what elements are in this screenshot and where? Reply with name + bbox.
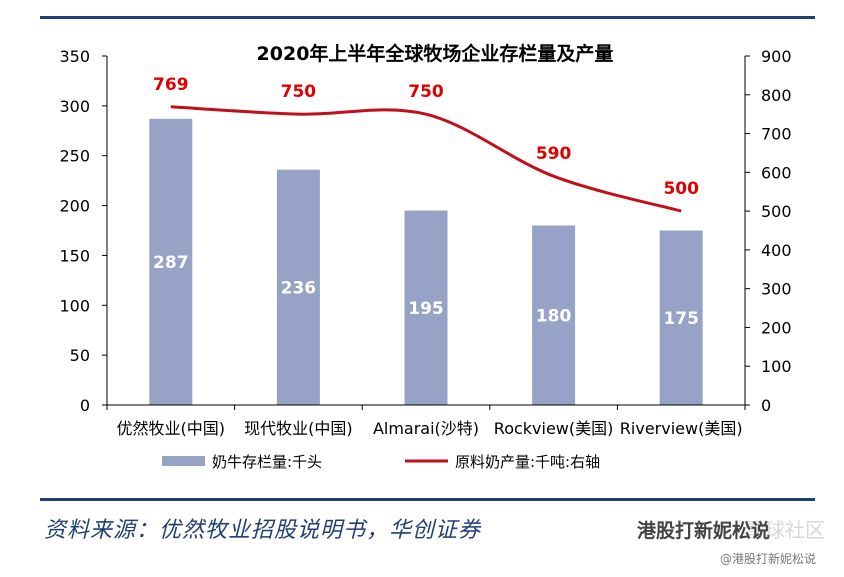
left-tick-label: 0 — [80, 396, 90, 415]
bar-value-label: 195 — [408, 299, 444, 319]
bar-series: 287 236 195 180 175 — [149, 118, 703, 405]
x-tick-label: 现代牧业(中国) — [244, 419, 353, 438]
watermark-handle: @港股打新妮松说 — [720, 552, 817, 566]
watermark: 港股打新妮松说 — [637, 520, 771, 542]
top-rule — [40, 16, 815, 19]
left-axis: 0 50 100 150 200 250 300 350 — [59, 47, 108, 415]
line-value-label: 590 — [536, 144, 572, 164]
right-tick-label: 400 — [761, 241, 792, 260]
left-tick-label: 150 — [59, 246, 90, 265]
bar-value-label: 287 — [153, 253, 189, 273]
right-tick-label: 500 — [761, 202, 792, 221]
left-tick-label: 200 — [59, 197, 90, 216]
right-tick-label: 900 — [761, 47, 792, 66]
legend-bar-swatch — [162, 456, 205, 466]
line-value-label: 500 — [663, 179, 699, 199]
chart: 2020年上半年全球牧场企业存栏量及产量 0 50 100 150 200 250 300 3… — [59, 42, 792, 471]
bottom-rule — [40, 498, 815, 501]
right-tick-label: 800 — [761, 86, 792, 105]
watermark-faded: 雪球社区 — [745, 518, 825, 542]
source-note: 资料来源：优然牧业招股说明书，华创证券 — [44, 518, 482, 543]
line-value-label: 769 — [153, 75, 189, 95]
bar — [149, 118, 193, 405]
x-tick-label: Rockview(美国) — [494, 419, 614, 438]
left-tick-label: 50 — [70, 346, 90, 365]
line-path — [170, 105, 682, 213]
left-tick-label: 350 — [59, 47, 90, 66]
right-tick-label: 300 — [761, 280, 792, 299]
left-tick-label: 100 — [59, 296, 90, 315]
right-tick-label: 600 — [761, 163, 792, 182]
right-tick-label: 200 — [761, 318, 792, 337]
right-tick-label: 0 — [761, 396, 771, 415]
legend: 奶牛存栏量:千头 原料奶产量:千吨:右轴 — [162, 453, 600, 471]
line-value-label: 750 — [281, 82, 317, 102]
chart-title: 2020年上半年全球牧场企业存栏量及产量 — [257, 42, 614, 65]
bar — [659, 230, 703, 405]
x-axis: 优然牧业(中国) 现代牧业(中国) Almarai(沙特) Rockview(美国) R… — [106, 404, 746, 438]
legend-line-label: 原料奶产量:千吨:右轴 — [455, 453, 600, 471]
bar-value-label: 236 — [281, 278, 317, 298]
x-tick-label: Riverview(美国) — [620, 419, 743, 438]
line-value-label: 750 — [408, 82, 444, 102]
left-tick-label: 300 — [59, 97, 90, 116]
bar-value-label: 175 — [663, 309, 699, 329]
right-tick-label: 700 — [761, 125, 792, 144]
x-tick-label: Almarai(沙特) — [373, 419, 479, 438]
line-series: 769 750 750 590 500 — [153, 75, 699, 213]
left-tick-label: 250 — [59, 147, 90, 166]
right-axis: 0 100 200 300 400 500 600 700 800 900 — [744, 47, 792, 415]
bar — [276, 169, 320, 405]
x-tick-label: 优然牧业(中国) — [117, 419, 226, 438]
bar — [404, 210, 448, 405]
legend-bar-label: 奶牛存栏量:千头 — [212, 453, 322, 471]
right-tick-label: 100 — [761, 357, 792, 376]
bar — [532, 225, 576, 405]
bar-value-label: 180 — [536, 306, 572, 326]
